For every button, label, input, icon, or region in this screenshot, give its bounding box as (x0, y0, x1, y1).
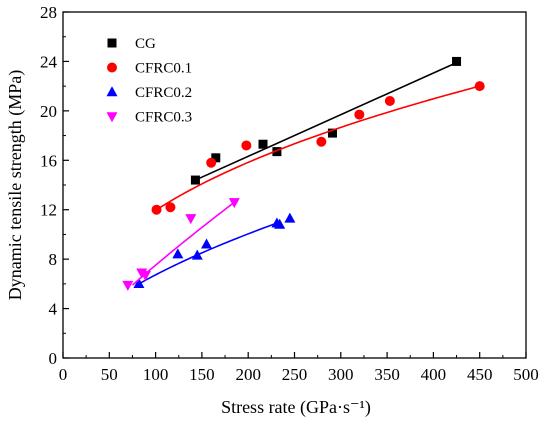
legend-marker (106, 112, 118, 123)
x-tick-label: 450 (467, 365, 493, 384)
data-point-series-1 (258, 139, 268, 149)
data-point-series-3 (172, 248, 184, 259)
data-point-series-2 (165, 202, 176, 213)
data-point-series-3 (201, 238, 213, 249)
fit-line-series-3 (138, 221, 280, 285)
data-point-series-2 (474, 81, 485, 92)
y-tick-label: 12 (40, 201, 57, 220)
fit-line-series-4 (131, 201, 235, 286)
x-tick-label: 100 (143, 365, 169, 384)
x-tick-label: 500 (513, 365, 539, 384)
data-point-series-1 (452, 56, 462, 66)
data-point-series-4 (122, 280, 134, 291)
data-point-series-2 (151, 204, 162, 215)
legend-marker (106, 86, 118, 97)
data-point-series-2 (354, 109, 365, 120)
y-tick-label: 0 (49, 349, 58, 368)
legend-label: CFRC0.2 (135, 85, 192, 101)
legend-label: CFRC0.3 (135, 110, 192, 126)
legend-label: CFRC0.1 (135, 61, 192, 77)
x-tick-label: 50 (101, 365, 118, 384)
data-point-series-2 (384, 95, 395, 106)
y-tick-label: 16 (40, 151, 57, 170)
data-point-series-4 (185, 214, 197, 225)
data-point-series-4 (228, 198, 240, 209)
x-tick-label: 400 (421, 365, 447, 384)
y-tick-label: 28 (40, 3, 57, 22)
y-tick-label: 24 (40, 52, 58, 71)
fit-line-series-2 (156, 85, 480, 211)
data-point-series-1 (190, 175, 200, 185)
legend-label: CG (135, 36, 156, 52)
axes: 0 50 100 150 200 250 300 350 400 450 500 0 4 8 12 16 20 2… (40, 3, 539, 384)
legend-marker (107, 38, 117, 48)
x-tick-label: 0 (59, 365, 68, 384)
data-point-series-1 (327, 128, 337, 138)
data-point-series-3 (133, 278, 145, 289)
y-axis-title: Dynamic tensile strength (MPa) (5, 70, 26, 300)
y-tick-label: 4 (49, 300, 58, 319)
legend-marker (107, 62, 117, 73)
data-point-series-2 (241, 140, 252, 151)
legend: CG CFRC0.1 CFRC0.2 CFRC0.3 (106, 36, 192, 126)
x-tick-label: 300 (328, 365, 354, 384)
data-point-series-1 (272, 147, 282, 157)
fit-line-series-1 (195, 61, 457, 181)
x-tick-label: 200 (235, 365, 261, 384)
plot-marks (122, 56, 485, 291)
data-point-series-3 (284, 212, 296, 223)
x-tick-label: 250 (282, 365, 308, 384)
y-tick-label: 20 (40, 102, 57, 121)
data-point-series-2 (206, 157, 217, 168)
data-point-series-2 (316, 136, 327, 147)
data-point-series-3 (274, 218, 286, 229)
data-point-series-4 (139, 271, 151, 282)
data-point-series-3 (191, 249, 203, 260)
x-tick-label: 350 (374, 365, 400, 384)
data-point-series-1 (211, 153, 221, 163)
y-tick-label: 8 (49, 250, 58, 269)
x-tick-label: 150 (189, 365, 215, 384)
x-axis-title: Stress rate (GPa·s⁻¹) (221, 397, 371, 418)
